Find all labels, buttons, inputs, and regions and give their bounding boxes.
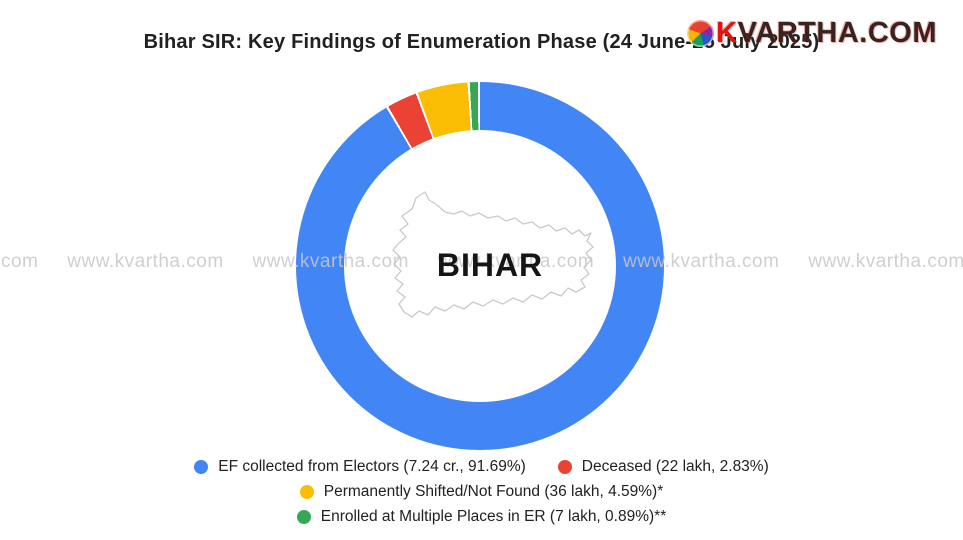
legend-dot-icon [296,510,311,524]
chart-title: Bihar SIR: Key Findings of Enumeration P… [143,31,820,53]
legend-row: EF collected from Electors (7.24 cr., 91… [0,458,963,476]
legend-dot-icon [299,485,314,499]
kvartha-logo-k: K [716,17,738,49]
legend-dot-icon [557,460,572,474]
kvartha-logo-text: KVARTHA.COM [716,19,937,48]
legend-label: Permanently Shifted/Not Found (36 lakh, … [323,483,664,500]
legend-label: Deceased (22 lakh, 2.83%) [581,458,769,475]
legend-row: Permanently Shifted/Not Found (36 lakh, … [0,483,963,501]
legend-label: EF collected from Electors (7.24 cr., 91… [218,458,526,475]
legend-dot-icon [194,460,209,474]
chart-legend: EF collected from Electors (7.24 cr., 91… [0,458,963,533]
kvartha-logo: KVARTHA.COM [687,19,937,48]
legend-item[interactable]: Enrolled at Multiple Places in ER (7 lak… [296,508,667,526]
kvartha-logo-rest: VARTHA.COM [737,17,937,49]
legend-item[interactable]: EF collected from Electors (7.24 cr., 91… [194,458,526,476]
bihar-map-outline [382,185,598,337]
legend-label: Enrolled at Multiple Places in ER (7 lak… [320,508,667,525]
legend-item[interactable]: Deceased (22 lakh, 2.83%) [557,458,769,476]
watermark-band: www.kvartha.com www.kvartha.com www.kvar… [0,251,963,272]
bihar-map-path [392,191,594,318]
globe-icon [687,20,715,47]
legend-row: Enrolled at Multiple Places in ER (7 lak… [0,508,963,526]
legend-item[interactable]: Permanently Shifted/Not Found (36 lakh, … [299,483,664,501]
center-label: BIHAR [436,247,544,283]
